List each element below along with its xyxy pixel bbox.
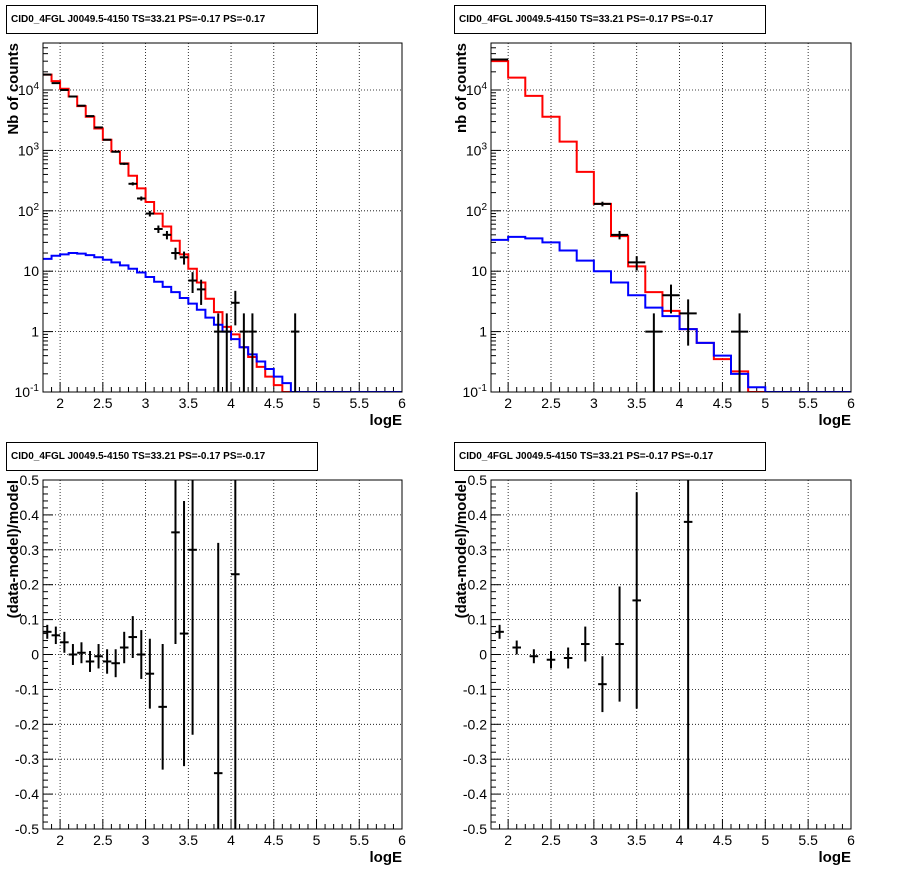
y-tick-label: 104 xyxy=(18,81,40,98)
x-tick-label: 3.5 xyxy=(179,395,199,411)
y-tick-label: 10 xyxy=(471,263,487,279)
x-tick-label: 4.5 xyxy=(713,395,733,411)
x-tick-label: 4.5 xyxy=(264,395,284,411)
x-tick-label: 2.5 xyxy=(93,395,113,411)
histogram-series xyxy=(491,60,851,392)
y-tick-label: 10 xyxy=(23,263,39,279)
x-tick-label: 2 xyxy=(504,395,512,411)
plot-frame xyxy=(42,479,403,830)
data-layer xyxy=(491,58,851,392)
x-tick-label: 5 xyxy=(313,832,321,848)
chart-title-4: CID0_4FGL J0049.5-4150 TS=33.21 PS=-0.17… xyxy=(454,442,766,471)
x-tick-label: 5 xyxy=(313,395,321,411)
x-tick-label: 5 xyxy=(761,395,769,411)
y-tick-label: 0 xyxy=(479,647,487,663)
x-tick-label: 2 xyxy=(56,832,64,848)
plot-3: 2 2.5 3 3.5 4 4.5 5 5.5 6 -0.5 -0.4 -0.3 -0.2 -0.1 0 0.… xyxy=(5,472,406,866)
x-tick-label: 2 xyxy=(56,395,64,411)
y-tick-label: -0.4 xyxy=(15,786,39,802)
x-tick-label: 4 xyxy=(676,832,684,848)
x-tick-label: 6 xyxy=(398,832,406,848)
x-axis-label: logE xyxy=(370,412,403,429)
y-tick-label: 0.4 xyxy=(468,507,488,523)
chart-title-1: CID0_4FGL J0049.5-4150 TS=33.21 PS=-0.17… xyxy=(6,5,318,34)
y-axis-label: Nb of counts xyxy=(5,43,22,135)
y-tick-label: -0.2 xyxy=(463,716,487,732)
data-layer xyxy=(43,73,402,392)
x-tick-label: 5.5 xyxy=(798,395,818,411)
x-tick-label: 3 xyxy=(142,832,150,848)
x-tick-label: 2 xyxy=(504,832,512,848)
y-tick-label: 0.1 xyxy=(468,612,488,628)
x-tick-label: 5.5 xyxy=(350,395,370,411)
y-tick-label: 10-1 xyxy=(15,383,40,400)
y-tick-label: 0.2 xyxy=(20,577,40,593)
y-tick-label: 102 xyxy=(18,202,40,219)
x-tick-label: 3.5 xyxy=(627,395,647,411)
y-tick-label: -0.4 xyxy=(463,786,487,802)
y-tick-label: -0.3 xyxy=(463,751,487,767)
x-tick-label: 3 xyxy=(590,395,598,411)
x-tick-label: 5.5 xyxy=(350,832,370,848)
y-tick-label: -0.2 xyxy=(15,716,39,732)
y-tick-label: 1 xyxy=(31,324,39,340)
y-tick-label: 103 xyxy=(466,141,488,158)
histogram-series xyxy=(43,73,402,392)
x-tick-label: 3.5 xyxy=(627,832,647,848)
y-tick-label: -0.1 xyxy=(463,681,487,697)
x-tick-label: 4 xyxy=(227,395,235,411)
y-tick-label: -0.1 xyxy=(15,681,39,697)
x-tick-label: 6 xyxy=(847,395,855,411)
x-tick-label: 3.5 xyxy=(179,832,199,848)
plot-frame xyxy=(42,42,403,393)
x-tick-label: 4 xyxy=(227,832,235,848)
data-layer xyxy=(495,480,693,829)
x-axis-label: logE xyxy=(819,412,852,429)
plot-frame xyxy=(490,42,852,393)
y-tick-label: 0.2 xyxy=(468,577,488,593)
data-layer xyxy=(43,480,240,829)
y-axis-label: (data-model)/model xyxy=(5,480,22,618)
x-tick-label: 2.5 xyxy=(541,395,561,411)
y-tick-label: 1 xyxy=(479,324,487,340)
x-tick-label: 2.5 xyxy=(93,832,113,848)
x-tick-label: 6 xyxy=(398,395,406,411)
plot-2: 2 2.5 3 3.5 4 4.5 5 5.5 6 10-1 1 10 102 103 104 logE nb … xyxy=(453,42,855,429)
y-tick-label: 10-1 xyxy=(463,383,488,400)
x-axis-label: logE xyxy=(819,849,852,866)
chart-title-2: CID0_4FGL J0049.5-4150 TS=33.21 PS=-0.17… xyxy=(454,5,766,34)
x-tick-label: 6 xyxy=(847,832,855,848)
x-tick-label: 4.5 xyxy=(713,832,733,848)
plot-4: 2 2.5 3 3.5 4 4.5 5 5.5 6 -0.5 -0.4 -0.3 -0.2 -0.1 0 0.… xyxy=(453,472,855,866)
plot-1: 2 2.5 3 3.5 4 4.5 5 5.5 6 10-1 1 10 102 103 104 logE Nb … xyxy=(5,42,406,429)
y-axis-label: (data-model)/model xyxy=(453,480,470,618)
y-tick-label: 0.3 xyxy=(20,542,40,558)
y-tick-label: 0.5 xyxy=(468,472,488,488)
histogram-series xyxy=(43,252,402,392)
y-tick-label: 0.3 xyxy=(468,542,488,558)
y-tick-label: 0.5 xyxy=(20,472,40,488)
x-tick-label: 5 xyxy=(761,832,769,848)
y-tick-label: 0.1 xyxy=(20,612,40,628)
y-tick-label: -0.5 xyxy=(463,821,487,837)
x-tick-label: 5.5 xyxy=(798,832,818,848)
x-axis-label: logE xyxy=(370,849,403,866)
y-tick-label: 102 xyxy=(466,202,488,219)
y-tick-label: -0.5 xyxy=(15,821,39,837)
x-tick-label: 3 xyxy=(590,832,598,848)
x-tick-label: 3 xyxy=(142,395,150,411)
y-tick-label: 103 xyxy=(18,141,40,158)
y-tick-label: 104 xyxy=(466,81,488,98)
y-tick-label: -0.3 xyxy=(15,751,39,767)
plot-frame xyxy=(490,479,852,830)
y-tick-label: 0 xyxy=(31,647,39,663)
y-tick-label: 0.4 xyxy=(20,507,40,523)
chart-title-3: CID0_4FGL J0049.5-4150 TS=33.21 PS=-0.17… xyxy=(6,442,318,471)
x-tick-label: 4.5 xyxy=(264,832,284,848)
x-tick-label: 2.5 xyxy=(541,832,561,848)
histogram-series xyxy=(491,235,851,392)
y-axis-label: nb of counts xyxy=(453,43,470,133)
x-tick-label: 4 xyxy=(676,395,684,411)
